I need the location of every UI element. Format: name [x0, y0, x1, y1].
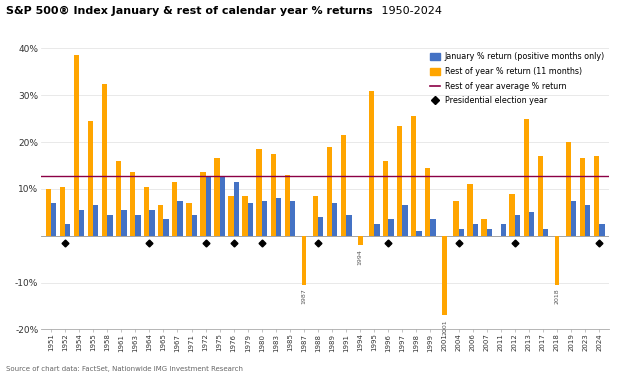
Bar — [524, 119, 529, 236]
Text: 1987: 1987 — [301, 289, 306, 304]
Bar — [515, 215, 520, 236]
Bar — [442, 236, 447, 315]
Bar — [425, 168, 431, 236]
Bar — [158, 205, 163, 236]
Bar — [580, 159, 585, 236]
Bar — [332, 203, 338, 236]
Bar — [358, 236, 363, 245]
Bar — [472, 224, 478, 236]
Bar — [509, 194, 515, 236]
Bar — [220, 177, 225, 236]
Bar — [46, 189, 51, 236]
Bar — [130, 172, 135, 236]
Bar — [60, 187, 65, 236]
Bar — [144, 187, 149, 236]
Bar — [276, 198, 281, 236]
Bar — [102, 83, 107, 236]
Bar — [459, 229, 464, 236]
Bar — [318, 217, 323, 236]
Bar — [51, 203, 56, 236]
Bar — [192, 215, 197, 236]
Bar — [262, 200, 267, 236]
Bar — [397, 126, 402, 236]
Bar — [228, 196, 234, 236]
Bar — [467, 184, 472, 236]
Bar — [214, 159, 220, 236]
Bar — [453, 200, 459, 236]
Bar — [234, 182, 239, 236]
Bar — [172, 182, 177, 236]
Bar — [290, 200, 295, 236]
Bar — [402, 205, 407, 236]
Bar — [79, 210, 84, 236]
Text: 2018: 2018 — [555, 289, 560, 304]
Bar — [411, 116, 416, 236]
Bar — [543, 229, 548, 236]
Bar — [383, 161, 388, 236]
Bar — [200, 172, 205, 236]
Bar — [121, 210, 127, 236]
Bar — [346, 215, 351, 236]
Bar — [538, 156, 543, 236]
Bar — [301, 236, 306, 285]
Bar — [186, 203, 192, 236]
Text: 2001: 2001 — [442, 319, 447, 335]
Bar — [163, 219, 168, 236]
Bar — [374, 224, 379, 236]
Bar — [205, 177, 211, 236]
Bar — [487, 229, 492, 236]
Legend: January % return (positive months only), Rest of year % return (11 months), Rest: January % return (positive months only),… — [430, 52, 605, 105]
Bar — [599, 224, 605, 236]
Bar — [555, 236, 559, 285]
Text: S&P 500® Index January & rest of calendar year % returns: S&P 500® Index January & rest of calenda… — [6, 6, 373, 16]
Text: 1994: 1994 — [358, 249, 363, 265]
Bar — [135, 215, 140, 236]
Bar — [481, 219, 487, 236]
Text: Source of chart data: FactSet, Nationwide IMG Investment Research: Source of chart data: FactSet, Nationwid… — [6, 366, 243, 372]
Bar — [107, 215, 112, 236]
Bar — [149, 210, 155, 236]
Bar — [585, 205, 590, 236]
Bar — [594, 156, 599, 236]
Bar — [341, 135, 346, 236]
Bar — [243, 196, 248, 236]
Bar — [74, 55, 79, 236]
Bar — [571, 200, 577, 236]
Bar — [529, 212, 534, 236]
Bar — [271, 154, 276, 236]
Bar — [88, 121, 93, 236]
Bar — [501, 224, 506, 236]
Bar — [248, 203, 253, 236]
Bar — [65, 224, 71, 236]
Bar — [177, 200, 183, 236]
Bar — [566, 142, 571, 236]
Bar — [388, 219, 394, 236]
Bar — [416, 231, 422, 236]
Bar — [313, 196, 318, 236]
Bar — [327, 147, 332, 236]
Bar — [431, 219, 436, 236]
Bar — [369, 91, 374, 236]
Bar — [256, 149, 262, 236]
Bar — [93, 205, 99, 236]
Bar — [285, 175, 290, 236]
Text: 1950-2024: 1950-2024 — [378, 6, 442, 16]
Bar — [116, 161, 121, 236]
